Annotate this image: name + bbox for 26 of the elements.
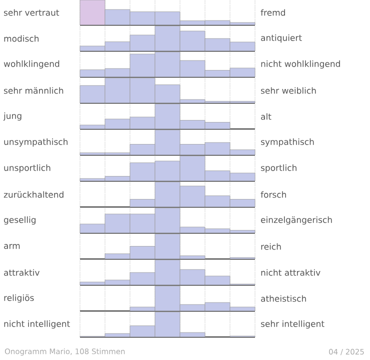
y2-axis-title: forsch	[260, 191, 286, 198]
y-axis-title: unsympathisch	[4, 138, 68, 147]
y2-axis-title: sehr intelligent	[260, 320, 324, 329]
y2-axis-title: nicht attraktiv	[261, 269, 320, 276]
y2-axis-title: alt	[261, 113, 272, 120]
y-axis-title: religiös	[4, 294, 34, 303]
y2-axis-title: einzelgängerisch	[261, 216, 332, 225]
y2-axis-title: sehr weiblich	[260, 87, 316, 94]
y-axis-title: sehr männlich	[4, 87, 64, 94]
y2-axis-title: sympathisch	[260, 138, 314, 147]
y2-axis-title: fremd	[260, 9, 285, 16]
y-axis-title: gesellig	[4, 216, 36, 225]
y-axis-title: wohlklingend	[4, 60, 60, 69]
y2-axis-title: atheistisch	[261, 295, 306, 302]
y2-axis-title: sportlich	[260, 164, 296, 173]
y-axis-title: arm	[4, 244, 20, 249]
y-axis-title: sehr vertraut	[4, 9, 60, 16]
y2-axis-title: nicht wohlklingend	[261, 60, 340, 69]
y-axis-title: jung	[3, 112, 22, 121]
y-axis-title: unsportlich	[4, 164, 50, 173]
y2-axis-title: antiquiert	[261, 34, 302, 43]
y-axis-title: nicht intelligent	[4, 320, 70, 329]
y-axis-title: zurückhaltend	[4, 191, 64, 198]
y-axis-title: attraktiv	[4, 269, 40, 276]
y2-axis-title: reich	[261, 243, 281, 250]
y-axis-title: modisch	[4, 35, 39, 42]
